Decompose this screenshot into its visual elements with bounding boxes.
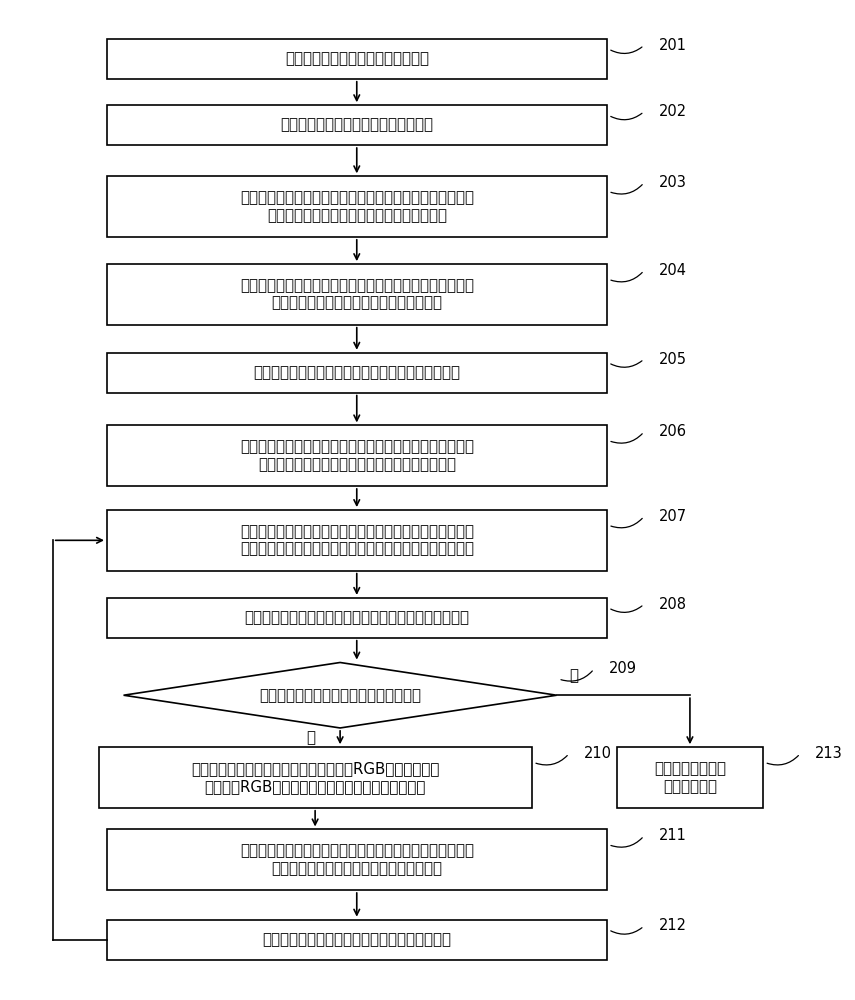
Text: 利用提取的所有像素点生成车辆的初始前景掩码团块: 利用提取的所有像素点生成车辆的初始前景掩码团块 bbox=[253, 365, 460, 380]
Text: 204: 204 bbox=[659, 263, 687, 278]
Text: 如果存在绝对差值大于第二设定阈值的像素区域，则提取所
述绝对差值大于所述第二设定阈值的像素点: 如果存在绝对差值大于第二设定阈值的像素区域，则提取所 述绝对差值大于所述第二设定… bbox=[239, 278, 474, 311]
Bar bbox=[107, 176, 607, 237]
Text: 否: 否 bbox=[569, 668, 578, 683]
Text: 输出阴影分离后的
车辆前景区域: 输出阴影分离后的 车辆前景区域 bbox=[654, 761, 726, 794]
Text: 利用预先设定的光照模型从最终前景掩码团块中分离出车辆
的第一阴影掩码团块，所述光照模型与当前光照方向相匹配: 利用预先设定的光照模型从最终前景掩码团块中分离出车辆 的第一阴影掩码团块，所述光… bbox=[239, 524, 474, 557]
Text: 206: 206 bbox=[659, 424, 687, 439]
Bar bbox=[107, 425, 607, 486]
Bar bbox=[107, 264, 607, 325]
Text: 确定亮度差异值小于第三设定阈值且色度差异值在设定数值
范围内的所有像素点组成的区域为阴影区域: 确定亮度差异值小于第三设定阈值且色度差异值在设定数值 范围内的所有像素点组成的区… bbox=[239, 844, 474, 876]
Text: 确定所述第一阴影掩码团块与所述光照模型的阴影重合度: 确定所述第一阴影掩码团块与所述光照模型的阴影重合度 bbox=[245, 610, 469, 625]
Text: 209: 209 bbox=[609, 661, 637, 676]
Text: 211: 211 bbox=[659, 828, 687, 843]
Text: 205: 205 bbox=[659, 352, 687, 367]
Text: 分别获取背景图像和当前图像上同一点的RGB空间坐标，并
利用所述RGB空间坐标计算亮度差异值和色度差异值: 分别获取背景图像和当前图像上同一点的RGB空间坐标，并 利用所述RGB空间坐标计… bbox=[191, 761, 439, 794]
Bar bbox=[98, 747, 532, 808]
Text: 采集交通路口处固定区域的实时视频: 采集交通路口处固定区域的实时视频 bbox=[285, 51, 428, 66]
Text: 将所述背景图像中的每个像素值与所述当前图像中对应位置
的像素值相减，用以获取每个像素的绝对差值: 将所述背景图像中的每个像素值与所述当前图像中对应位置 的像素值相减，用以获取每个… bbox=[239, 190, 474, 223]
Text: 根据所述阴影区域纠正所述预先设定的光照模型: 根据所述阴影区域纠正所述预先设定的光照模型 bbox=[262, 932, 451, 947]
Bar bbox=[107, 39, 607, 79]
Bar bbox=[107, 510, 607, 571]
Bar bbox=[107, 920, 607, 960]
Text: 201: 201 bbox=[659, 38, 687, 53]
Text: 获取视频当前帧的背景图像和当前图像: 获取视频当前帧的背景图像和当前图像 bbox=[280, 118, 433, 133]
Text: 212: 212 bbox=[659, 918, 687, 933]
Bar bbox=[107, 353, 607, 393]
Text: 判断阴影重合度是否大于第一设定阈值？: 判断阴影重合度是否大于第一设定阈值？ bbox=[259, 688, 422, 703]
Bar bbox=[617, 747, 763, 808]
Bar bbox=[107, 829, 607, 890]
Text: 202: 202 bbox=[659, 104, 687, 119]
Text: 207: 207 bbox=[659, 509, 687, 524]
Text: 203: 203 bbox=[659, 175, 687, 190]
Polygon shape bbox=[124, 662, 557, 728]
Text: 对初始前景掩码团块进行边缘检测，并利用检测后的结果与
当前车辆的颜色信息确定车辆的最终前景掩码团块: 对初始前景掩码团块进行边缘检测，并利用检测后的结果与 当前车辆的颜色信息确定车辆… bbox=[239, 439, 474, 472]
Bar bbox=[107, 598, 607, 638]
Bar bbox=[107, 105, 607, 145]
Text: 210: 210 bbox=[584, 746, 612, 761]
Text: 208: 208 bbox=[659, 597, 687, 612]
Text: 213: 213 bbox=[816, 746, 843, 761]
Text: 是: 是 bbox=[306, 730, 315, 745]
